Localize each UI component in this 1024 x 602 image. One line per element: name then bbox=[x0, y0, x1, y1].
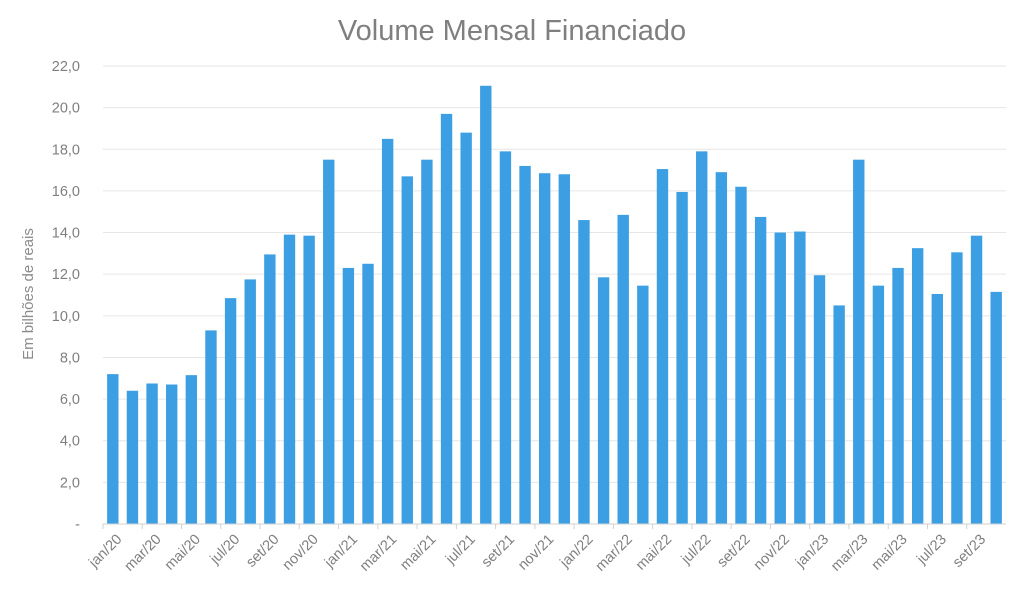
bar bbox=[460, 132, 472, 525]
bar bbox=[676, 191, 688, 524]
x-tick-label: nov/20 bbox=[280, 532, 322, 574]
y-tick-label: 10,0 bbox=[52, 309, 80, 325]
y-axis-ticks: - 2,0 4,0 6,0 8,0 10,0 12,0 14,0 16,0 18,0 20,0 22,… bbox=[52, 59, 80, 533]
bar bbox=[813, 275, 826, 524]
bar bbox=[990, 291, 1002, 524]
x-tick-label: nov/22 bbox=[751, 532, 793, 574]
x-tick-label: jul/21 bbox=[442, 532, 479, 569]
bar bbox=[244, 279, 256, 524]
bar bbox=[303, 235, 315, 524]
y-tick-label: 2,0 bbox=[60, 475, 80, 491]
bar bbox=[754, 216, 767, 524]
bar bbox=[519, 165, 531, 524]
bar bbox=[833, 305, 845, 524]
y-axis-label: Em bilhões de reais bbox=[20, 228, 37, 360]
bar bbox=[421, 159, 433, 524]
x-tick-label: jul/20 bbox=[207, 532, 244, 569]
y-tick-label: 14,0 bbox=[52, 226, 80, 242]
y-tick-label: 12,0 bbox=[52, 267, 80, 283]
x-tick-label: mar/23 bbox=[828, 532, 871, 575]
bar bbox=[774, 232, 786, 524]
bar bbox=[166, 384, 178, 524]
bar bbox=[617, 214, 629, 524]
y-tick-label: 4,0 bbox=[60, 434, 80, 450]
y-tick-label: 20,0 bbox=[52, 101, 80, 117]
x-tick-label: jan/21 bbox=[321, 532, 361, 572]
bar bbox=[637, 285, 649, 524]
x-tick-label: mai/21 bbox=[397, 532, 439, 574]
bar bbox=[283, 234, 296, 525]
x-tick-label: jan/23 bbox=[792, 532, 832, 572]
bar bbox=[126, 390, 139, 524]
x-tick-label: jan/22 bbox=[557, 532, 597, 572]
x-tick-label: mai/22 bbox=[633, 532, 675, 574]
x-tick-label: set/22 bbox=[714, 532, 753, 571]
bar bbox=[970, 235, 983, 524]
y-tick-label: - bbox=[75, 517, 80, 533]
bar bbox=[323, 159, 335, 524]
bar bbox=[931, 293, 943, 524]
bar bbox=[538, 173, 551, 525]
x-tick-label: mai/20 bbox=[162, 532, 204, 574]
bar bbox=[264, 254, 276, 524]
gridlines bbox=[103, 65, 1006, 483]
bar bbox=[107, 374, 119, 524]
bar bbox=[911, 248, 924, 524]
x-tick-label: set/21 bbox=[479, 532, 518, 571]
bar bbox=[696, 151, 708, 524]
x-tick-label: jul/22 bbox=[678, 532, 715, 569]
bar bbox=[892, 267, 904, 524]
bar bbox=[362, 263, 374, 524]
y-tick-label: 18,0 bbox=[52, 142, 80, 158]
x-tick-label: mar/22 bbox=[593, 532, 636, 575]
y-tick-label: 8,0 bbox=[60, 350, 80, 366]
x-tick-label: jul/23 bbox=[913, 532, 950, 569]
x-tick-label: set/23 bbox=[950, 532, 989, 571]
bar bbox=[951, 252, 963, 524]
x-tick-label: nov/21 bbox=[515, 532, 557, 574]
y-tick-label: 6,0 bbox=[60, 392, 80, 408]
y-tick-label: 16,0 bbox=[52, 184, 80, 200]
bar bbox=[401, 176, 413, 524]
bar bbox=[794, 231, 806, 524]
bar bbox=[735, 186, 747, 524]
chart-title: Volume Mensal Financiado bbox=[338, 15, 686, 47]
bar bbox=[342, 267, 355, 524]
bar bbox=[558, 174, 571, 524]
bar bbox=[146, 383, 158, 524]
x-tick-label: mai/23 bbox=[869, 532, 911, 574]
bar bbox=[185, 375, 198, 524]
bar bbox=[381, 138, 394, 524]
bar bbox=[224, 298, 237, 524]
bar bbox=[480, 85, 492, 524]
bar bbox=[656, 169, 669, 525]
bar bbox=[853, 159, 865, 524]
y-tick-label: 22,0 bbox=[52, 59, 80, 75]
bar bbox=[205, 330, 217, 524]
bar bbox=[578, 220, 590, 524]
x-tick-label: jan/20 bbox=[85, 532, 125, 572]
bar bbox=[440, 113, 453, 524]
bars bbox=[107, 85, 1002, 525]
bar bbox=[597, 277, 610, 524]
x-tick-label: set/20 bbox=[243, 532, 282, 571]
x-tick-label: mar/21 bbox=[357, 532, 400, 575]
x-tick-label: mar/20 bbox=[121, 532, 164, 575]
bar bbox=[872, 285, 885, 524]
bar bbox=[715, 172, 728, 524]
bar bbox=[499, 151, 512, 524]
